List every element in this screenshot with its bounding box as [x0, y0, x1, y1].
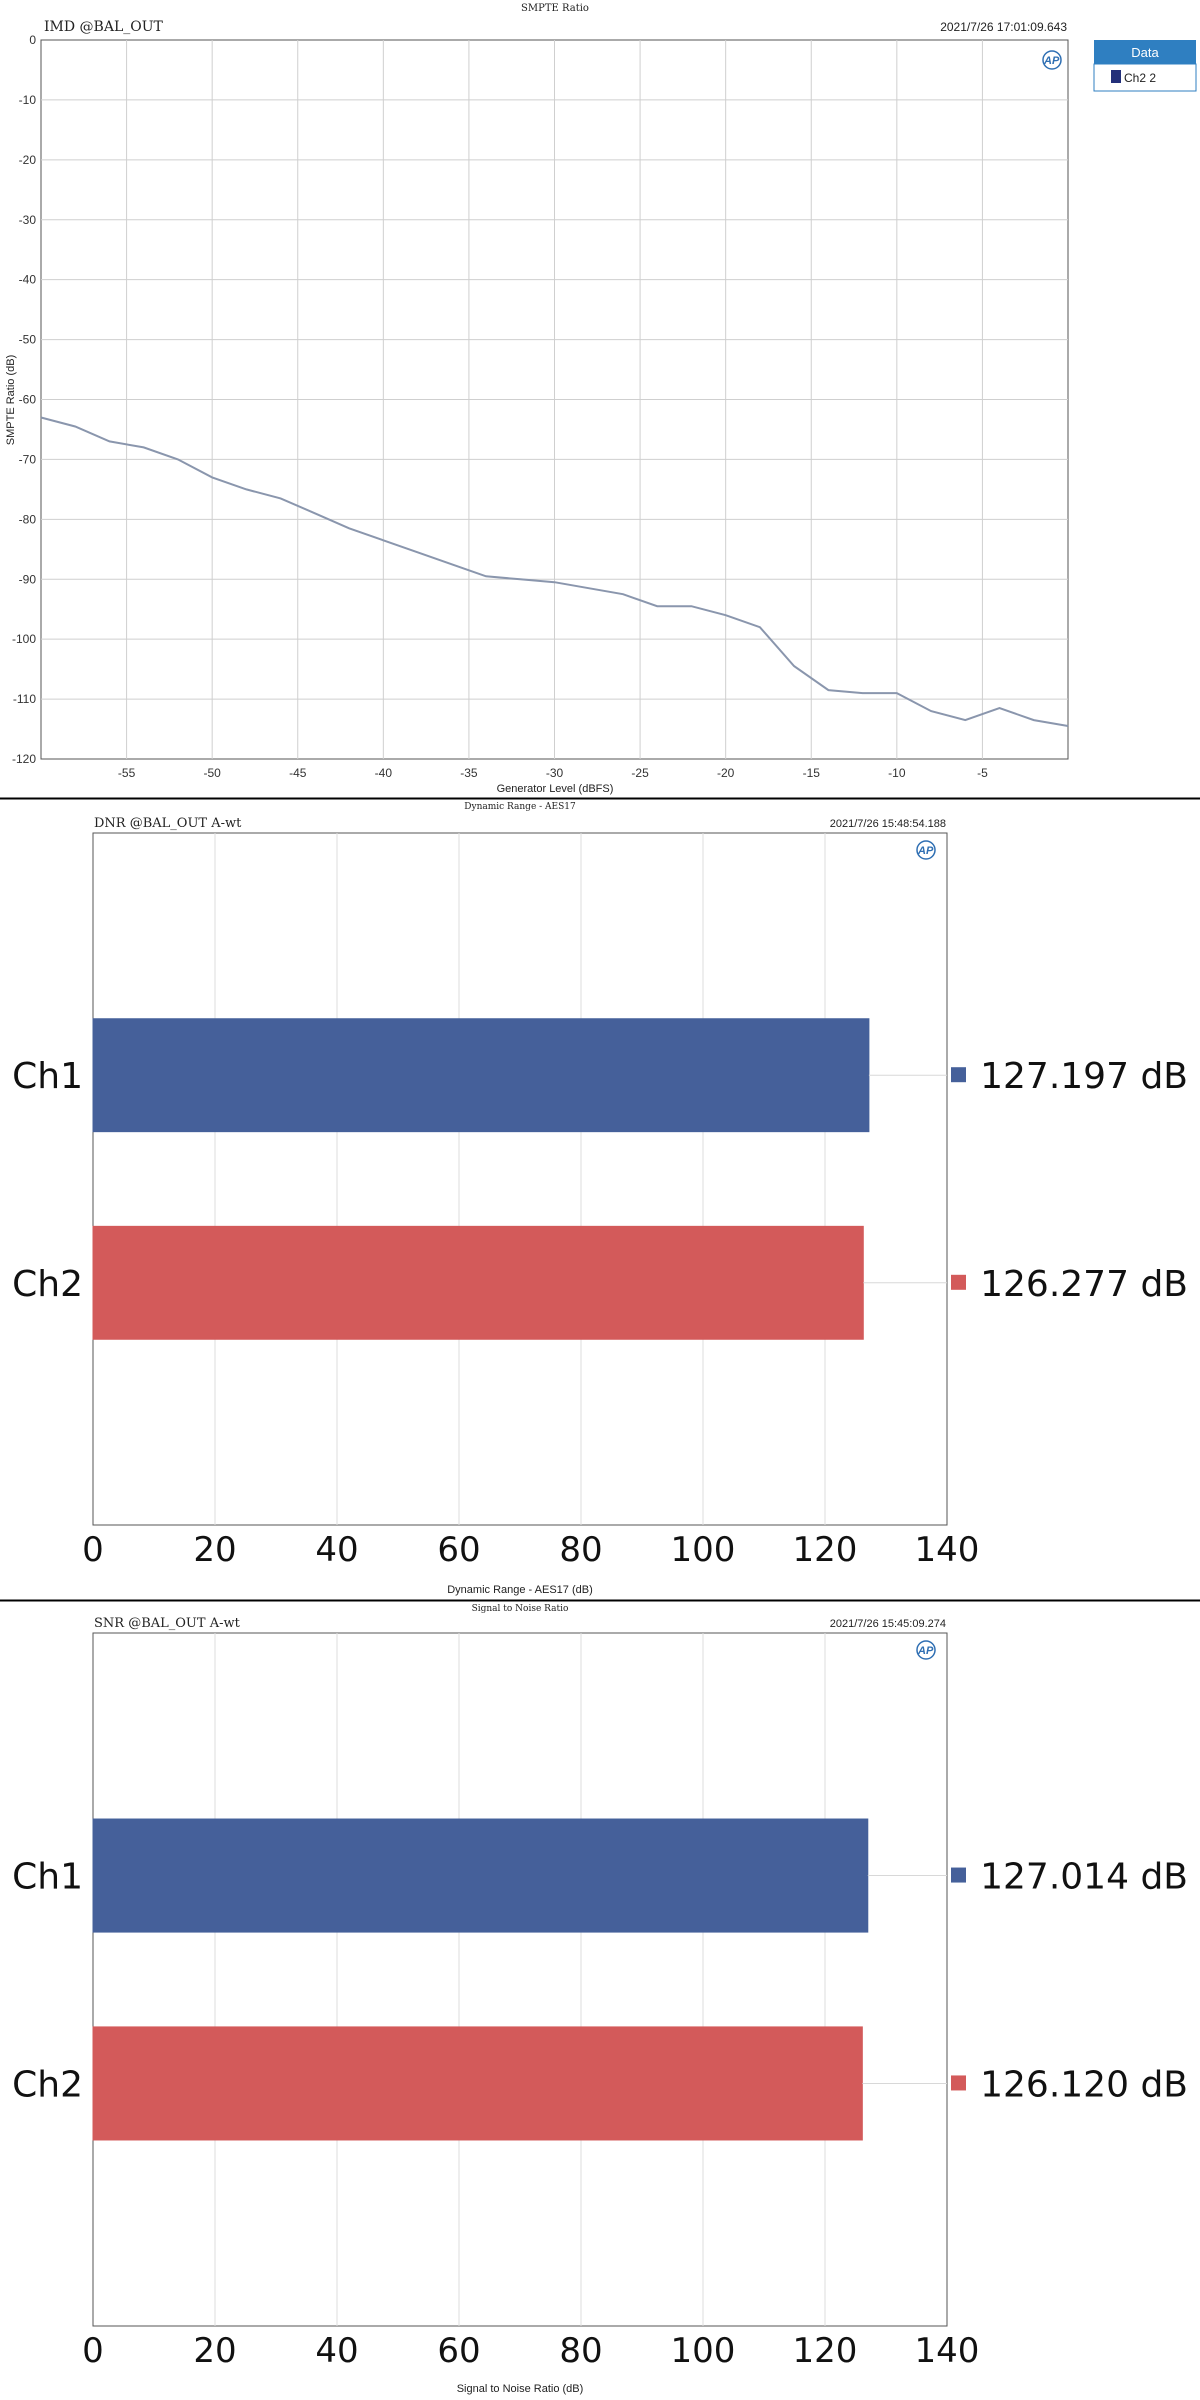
y-tick-label: -20 — [19, 153, 37, 167]
data-series — [40, 416, 1069, 727]
x-tick-label: 0 — [82, 1530, 104, 1570]
category-label: Ch2 — [12, 1264, 83, 1305]
x-tick-label: 40 — [315, 2331, 358, 2371]
x-tick-label: -10 — [888, 766, 906, 780]
y-tick-label: -10 — [19, 93, 37, 107]
value-marker — [951, 1067, 966, 1083]
x-tick-labels: 0 20 40 60 80 100 120 140 — [82, 2331, 979, 2371]
chart-title: SMPTE Ratio — [521, 3, 589, 14]
x-tick-labels: -55 -50 -45 -40 -35 -30 -25 -20 -15 -10 -5 — [118, 766, 988, 780]
value-label: 127.014 dB — [980, 1857, 1188, 1898]
legend-swatch — [1111, 70, 1121, 83]
legend: Data Ch2 2 — [1093, 40, 1197, 92]
x-tick-label: 140 — [915, 1530, 980, 1570]
x-tick-label: -20 — [717, 766, 735, 780]
timestamp: 2021/7/26 17:01:09.643 — [940, 20, 1067, 34]
dnr-chart-panel: Dynamic Range - AES17 DNR @BAL_OUT A-wt … — [12, 802, 1188, 1596]
y-tick-label: -70 — [19, 452, 37, 466]
bar-ch2 — [92, 1225, 864, 1340]
data-line-ch2 — [40, 416, 1069, 727]
value-label: 127.197 dB — [980, 1056, 1188, 1097]
ap-logo-icon: AP — [1042, 50, 1062, 70]
x-axis-label: Generator Level (dBFS) — [497, 783, 614, 795]
x-tick-label: 20 — [193, 2331, 236, 2371]
y-tick-label: 0 — [29, 33, 36, 47]
value-label: 126.120 dB — [980, 2064, 1188, 2105]
x-axis-label: Dynamic Range - AES17 (dB) — [447, 1584, 593, 1596]
x-tick-label: -40 — [375, 766, 393, 780]
svg-text:AP: AP — [917, 1645, 934, 1657]
x-axis-label: Signal to Noise Ratio (dB) — [457, 2383, 584, 2395]
x-tick-label: 80 — [559, 1530, 602, 1570]
value-marker — [951, 1867, 966, 1883]
bars: Ch1 127.014 dB Ch2 126.120 dB — [12, 1818, 1188, 2141]
grid — [41, 40, 1068, 759]
legend-entry: Ch2 2 — [1124, 71, 1156, 85]
y-tick-label: -90 — [19, 572, 37, 586]
grid — [214, 1633, 826, 2326]
value-marker — [951, 2075, 966, 2091]
x-tick-label: -55 — [118, 766, 136, 780]
measurement-name: IMD @BAL_OUT — [44, 19, 164, 35]
value-label: 126.277 dB — [980, 1264, 1188, 1305]
y-tick-label: -60 — [19, 393, 37, 407]
measurement-name: SNR @BAL_OUT A-wt — [94, 1616, 241, 1631]
y-tick-label: -120 — [12, 752, 36, 766]
x-tick-label: 0 — [82, 2331, 104, 2371]
x-tick-label: -50 — [203, 766, 221, 780]
y-tick-labels: 0 -10 -20 -30 -40 -50 -60 -70 -80 -90 -100 -110 -120 — [12, 33, 36, 766]
category-label: Ch1 — [12, 1857, 83, 1898]
measurement-name: DNR @BAL_OUT A-wt — [94, 816, 242, 831]
x-tick-label: 40 — [315, 1530, 358, 1570]
y-tick-label: -80 — [19, 512, 37, 526]
legend-header — [1094, 40, 1196, 64]
y-axis-label: SMPTE Ratio (dB) — [5, 355, 17, 445]
y-tick-label: -30 — [19, 213, 37, 227]
bar-ch2 — [92, 2026, 863, 2141]
y-tick-label: -100 — [12, 632, 36, 646]
y-tick-label: -110 — [13, 692, 36, 706]
x-tick-label: 140 — [915, 2331, 980, 2371]
smpte-chart-panel: SMPTE Ratio IMD @BAL_OUT 2021/7/26 17:01… — [5, 3, 1197, 795]
plot-area — [92, 1632, 948, 2327]
legend-title: Data — [1131, 45, 1159, 60]
timestamp: 2021/7/26 15:48:54.188 — [830, 818, 946, 830]
svg-text:AP: AP — [1043, 55, 1060, 67]
x-tick-labels: 0 20 40 60 80 100 120 140 — [82, 1530, 979, 1570]
x-tick-label: 100 — [671, 2331, 736, 2371]
plot-area — [92, 832, 948, 1526]
x-tick-label: 20 — [193, 1530, 236, 1570]
x-tick-label: -35 — [460, 766, 478, 780]
svg-text:AP: AP — [917, 845, 934, 857]
x-tick-label: -25 — [631, 766, 649, 780]
bar-ch1 — [92, 1018, 870, 1133]
x-tick-label: 120 — [793, 1530, 858, 1570]
x-tick-label: -15 — [803, 766, 821, 780]
ap-logo-icon: AP — [916, 840, 936, 860]
x-tick-label: -5 — [977, 766, 988, 780]
ap-logo-icon: AP — [916, 1640, 936, 1660]
bar-ch1 — [92, 1818, 869, 1933]
category-label: Ch1 — [12, 1056, 83, 1097]
y-tick-label: -40 — [19, 273, 37, 287]
chart-title: Signal to Noise Ratio — [472, 1604, 569, 1614]
x-tick-label: -45 — [289, 766, 307, 780]
x-tick-label: 80 — [559, 2331, 602, 2371]
grid — [214, 833, 826, 1525]
y-tick-label: -50 — [19, 333, 37, 347]
x-tick-label: -30 — [546, 766, 564, 780]
value-marker — [951, 1274, 966, 1290]
x-tick-label: 60 — [437, 2331, 480, 2371]
snr-chart-panel: Signal to Noise Ratio SNR @BAL_OUT A-wt … — [12, 1604, 1188, 2395]
x-tick-label: 100 — [671, 1530, 736, 1570]
x-tick-label: 120 — [793, 2331, 858, 2371]
x-tick-label: 60 — [437, 1530, 480, 1570]
chart-title: Dynamic Range - AES17 — [464, 802, 576, 812]
category-label: Ch2 — [12, 2064, 83, 2105]
bars: Ch1 127.197 dB Ch2 126.277 dB — [12, 1018, 1188, 1340]
timestamp: 2021/7/26 15:45:09.274 — [830, 1618, 946, 1630]
